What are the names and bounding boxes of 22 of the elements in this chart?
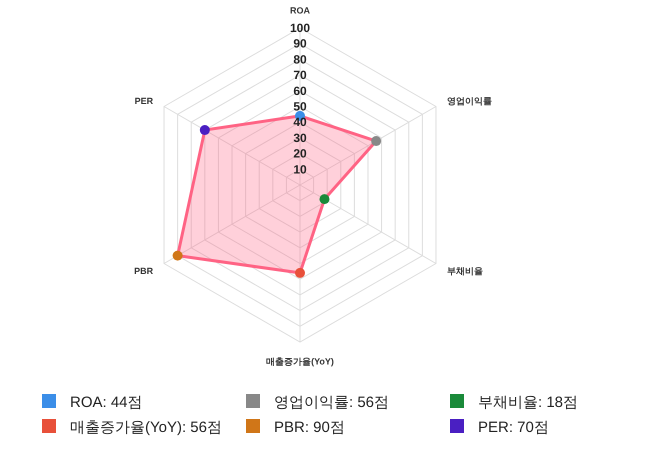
y-tick-label: 20 bbox=[293, 146, 307, 161]
y-tick-label: 70 bbox=[293, 68, 307, 82]
y-tick-label: 30 bbox=[293, 130, 307, 145]
text: PBR: 90점 bbox=[274, 419, 345, 436]
y-tick-label: 90 bbox=[293, 36, 307, 51]
spoke-label: ROA bbox=[290, 5, 310, 16]
text: PER: 70점 bbox=[478, 419, 549, 436]
spoke-label: PER bbox=[134, 96, 154, 106]
text: 부채비율: 18점 bbox=[478, 394, 578, 411]
text: ROA: 44점 bbox=[70, 394, 143, 411]
y-tick-label: 50 bbox=[293, 100, 307, 114]
y-tick-label: 100 bbox=[290, 21, 310, 35]
spoke-label: PBR bbox=[134, 266, 154, 276]
y-tick-label: 60 bbox=[293, 84, 307, 98]
y-tick-label: 40 bbox=[293, 115, 307, 130]
y-tick-label: 80 bbox=[293, 52, 307, 66]
y-tick-label: 10 bbox=[293, 162, 307, 176]
spoke-label: 영업이익률 bbox=[446, 96, 492, 106]
text: 영업이익률: 56점 bbox=[274, 394, 390, 411]
text: 매출증가율(YoY): 56점 bbox=[70, 419, 222, 436]
spoke-label: 부채비율 bbox=[446, 266, 483, 276]
spoke-label: 매출증가율(YoY) bbox=[266, 356, 334, 367]
